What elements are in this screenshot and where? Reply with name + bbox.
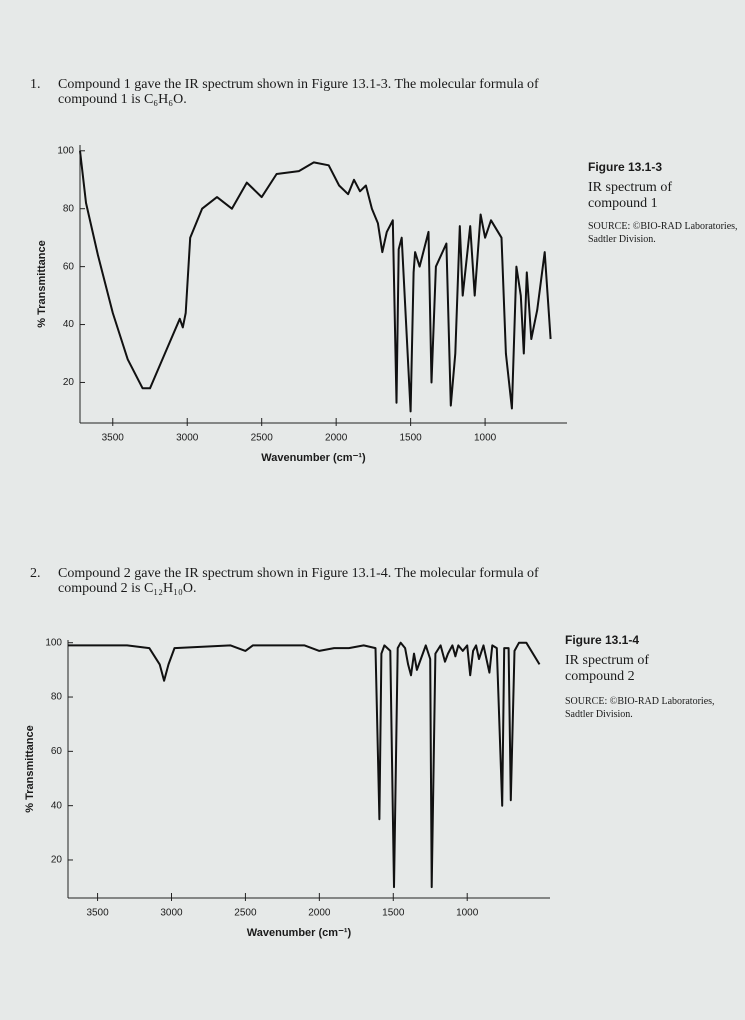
spectrum-line <box>68 641 541 889</box>
x-tick-label: 3500 <box>102 433 125 444</box>
y-tick-label: 100 <box>45 637 62 648</box>
problem-number: 2. <box>30 566 41 581</box>
x-tick-label: 1500 <box>382 908 405 919</box>
y-tick-label: 40 <box>51 800 63 811</box>
x-tick-label: 1500 <box>399 433 422 444</box>
x-tick-label: 2000 <box>308 908 331 919</box>
x-axis-label: Wavenumber (cm⁻¹) <box>247 927 352 939</box>
x-tick-label: 3000 <box>160 908 183 919</box>
y-tick-label: 80 <box>51 692 63 703</box>
x-tick-label: 3000 <box>176 433 199 444</box>
y-tick-label: 20 <box>63 377 75 388</box>
y-tick-label: 20 <box>51 855 63 866</box>
x-tick-label: 2500 <box>234 908 257 919</box>
y-tick-label: 60 <box>51 746 63 757</box>
y-tick-label: 80 <box>63 203 75 214</box>
x-tick-label: 1000 <box>474 433 497 444</box>
x-tick-label: 1000 <box>456 908 479 919</box>
figure-caption: IR spectrum of compound 1 <box>588 180 672 211</box>
figure-title: Figure 13.1-3 <box>588 160 663 174</box>
y-axis-label: % Transmittance <box>36 240 48 327</box>
y-tick-label: 60 <box>63 261 75 272</box>
figure-caption: IR spectrum of compound 2 <box>565 653 649 684</box>
x-tick-label: 2500 <box>251 433 274 444</box>
figure-source: SOURCE: ©BIO-RAD Laboratories, Sadtler D… <box>588 221 738 245</box>
x-tick-label: 2000 <box>325 433 348 444</box>
x-tick-label: 3500 <box>86 908 109 919</box>
figure-title: Figure 13.1-4 <box>565 633 640 647</box>
problem-text: Compound 1 gave the IR spectrum shown in… <box>58 77 539 107</box>
y-tick-label: 100 <box>57 145 74 156</box>
y-axis-label: % Transmittance <box>24 725 36 812</box>
spectrum-line <box>79 150 552 413</box>
problem-number: 1. <box>30 77 41 92</box>
problem-text: Compound 2 gave the IR spectrum shown in… <box>58 566 539 596</box>
y-tick-label: 40 <box>63 319 75 330</box>
x-axis-label: Wavenumber (cm⁻¹) <box>261 452 366 464</box>
figure-source: SOURCE: ©BIO-RAD Laboratories, Sadtler D… <box>565 696 715 720</box>
